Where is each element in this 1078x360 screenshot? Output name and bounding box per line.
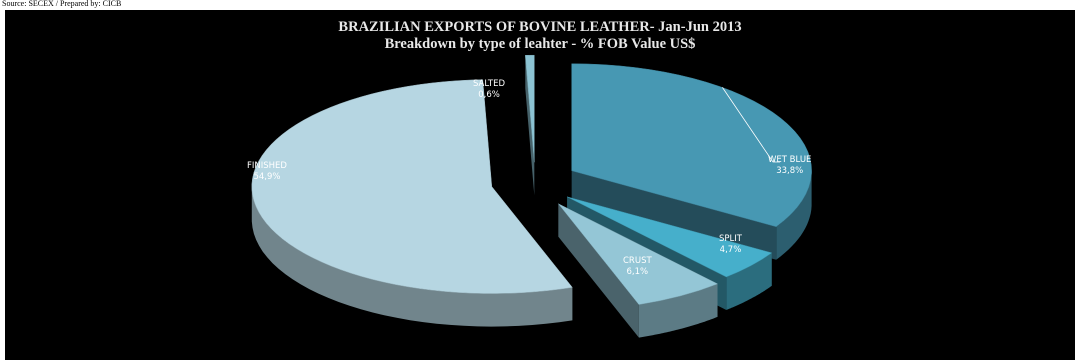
slice-wall-crust-0: [638, 283, 718, 338]
chart-subtitle: Breakdown by type of leahter - % FOB Val…: [384, 36, 696, 52]
pie-chart-canvas: [251, 54, 812, 338]
slice-name: WET BLUE: [768, 155, 812, 165]
slice-wet-blue: [571, 63, 812, 227]
slice-label-salted: SALTED 0,6%: [473, 79, 505, 101]
slice-label-wet-blue: WET BLUE 33,8%: [768, 155, 811, 177]
slice-cut-salted-0: [525, 55, 535, 196]
slice-name: SPLIT: [719, 234, 742, 244]
slice-wall-finished-0: [251, 188, 573, 327]
chart-title: BRAZILIAN EXPORTS OF BOVINE LEATHER- Jan…: [338, 19, 742, 35]
slice-wall-split-0: [726, 252, 772, 310]
slice-name: FINISHED: [247, 161, 287, 171]
slice-crust: [558, 203, 719, 305]
slice-finished: [251, 79, 573, 294]
slice-salted: [525, 54, 535, 163]
slice-value: 4,7%: [719, 245, 742, 255]
slice-cut-crust-1: [558, 203, 639, 338]
pie-chart: BRAZILIAN EXPORTS OF BOVINE LEATHER- Jan…: [5, 10, 1075, 360]
source-note: Source: SECEX / Prepared by: CICB: [2, 0, 122, 8]
slice-value: 33,8%: [776, 166, 804, 176]
slice-name: SALTED: [473, 79, 506, 89]
leader-line-wet-blue: [722, 87, 780, 163]
slice-label-finished: FINISHED 54,9%: [247, 161, 287, 183]
slice-split: [567, 196, 773, 278]
slice-label-split: SPLIT 4,7%: [719, 234, 742, 256]
slice-value: 6,1%: [626, 267, 649, 277]
slice-cut-wet-blue-1: [571, 170, 777, 260]
pie-tops: [251, 54, 812, 305]
slice-value: 54,9%: [253, 172, 281, 182]
slice-wall-wet-blue-0: [776, 169, 812, 260]
slice-name: CRUST: [623, 256, 652, 266]
slice-label-crust: CRUST 6,1%: [623, 256, 652, 278]
slice-value: 0,6%: [478, 90, 500, 100]
